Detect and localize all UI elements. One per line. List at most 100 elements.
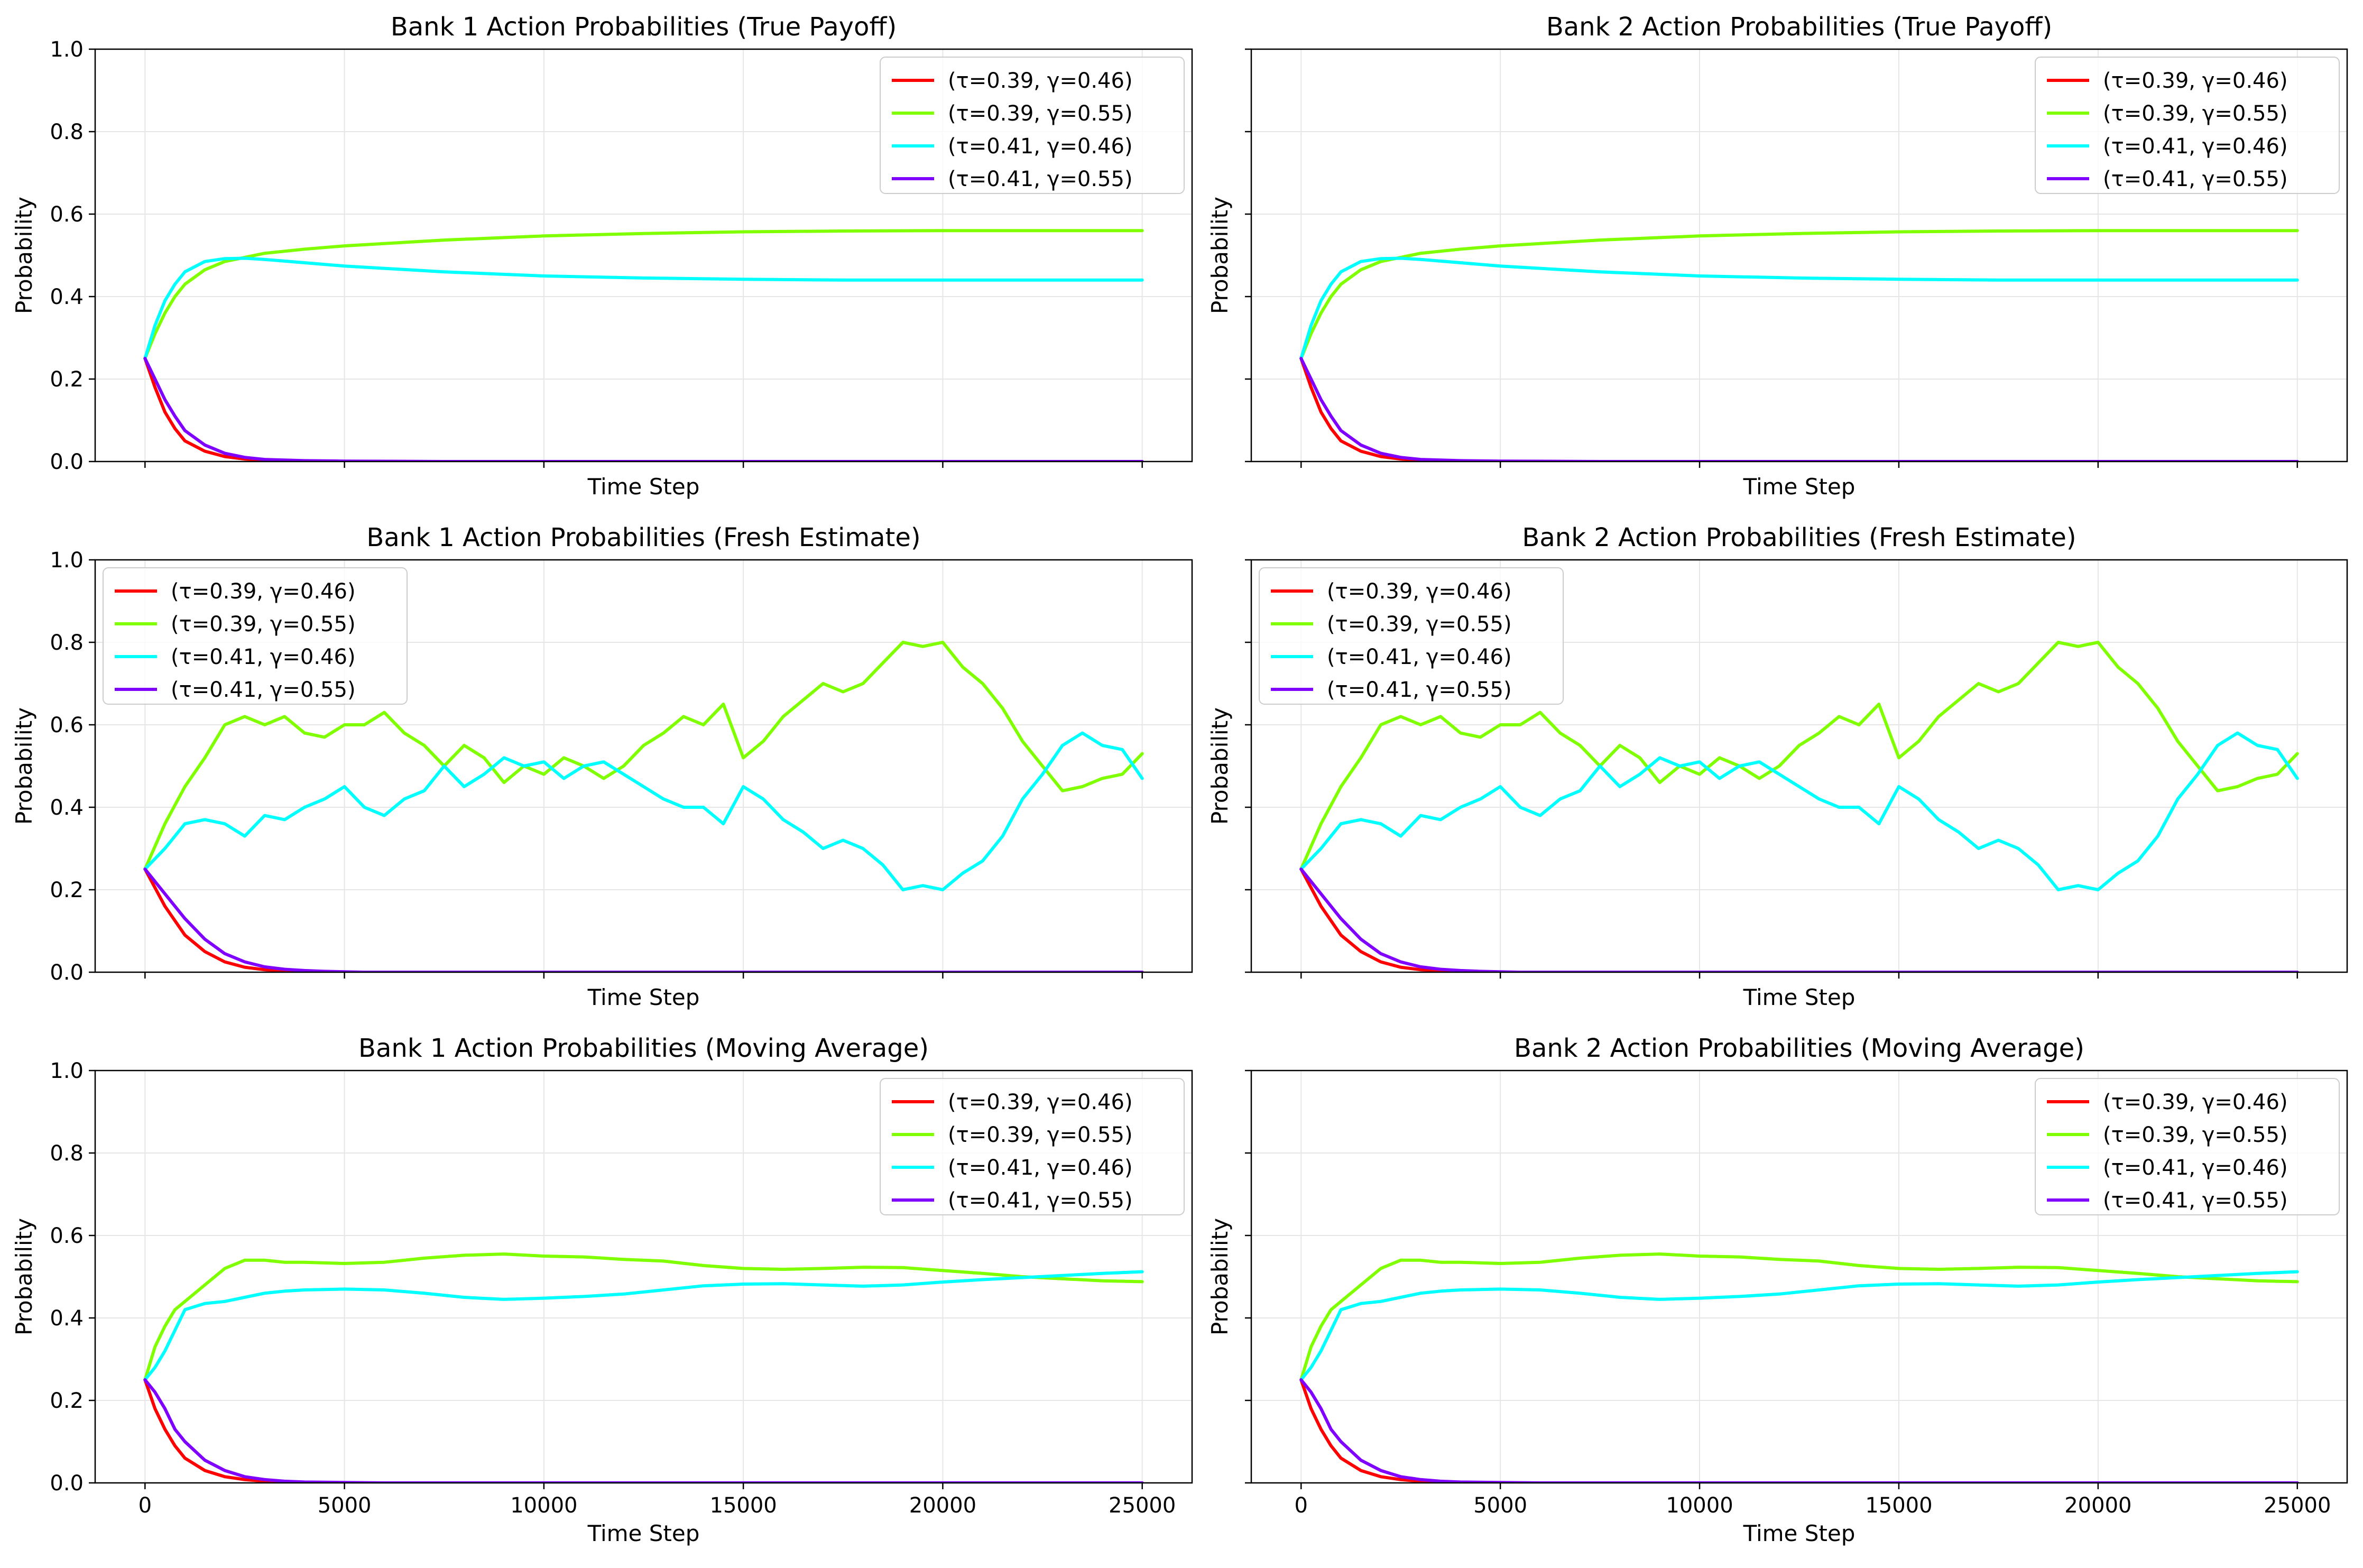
x-tick-label: 0 [1295, 1493, 1308, 1518]
panel-5: 0 5000 10000 15000 20000 25000 0.0 0.2 0.4 0.6 0.8… [11, 1034, 1193, 1546]
series-line-4 [143, 868, 1144, 972]
y-tick-label: 1.0 [50, 548, 84, 573]
series-line-4 [1299, 357, 2299, 462]
x-tick-label: 0 [139, 1493, 152, 1518]
x-axis-label: Time Step [587, 1520, 700, 1546]
x-tick-label: 20000 [2064, 1493, 2131, 1518]
legend-label: (τ=0.41, γ=0.55) [1327, 678, 1512, 702]
x-tick-label: 20000 [909, 1493, 976, 1518]
y-tick-label: 0.4 [50, 1306, 84, 1331]
series-lines [143, 1252, 1144, 1483]
panel-title: Bank 1 Action Probabilities (True Payoff… [391, 12, 897, 42]
y-tick-label: 1.0 [50, 1059, 84, 1083]
series-line-3 [143, 1270, 1144, 1381]
legend-label: (τ=0.39, γ=0.46) [2103, 69, 2288, 93]
y-tick-label: 0.8 [50, 1141, 84, 1166]
legend: (τ=0.39, γ=0.46) (τ=0.39, γ=0.55) (τ=0.41,… [2035, 1078, 2340, 1215]
legend-box [103, 567, 408, 705]
legend-label: (τ=0.41, γ=0.55) [2103, 167, 2288, 191]
legend-label: (τ=0.41, γ=0.46) [948, 134, 1133, 159]
x-tick-label: 15000 [1865, 1493, 1932, 1518]
legend-label: (τ=0.39, γ=0.55) [948, 102, 1133, 126]
x-axis-label: Time Step [1743, 1520, 1856, 1546]
panel-title: Bank 2 Action Probabilities (Moving Aver… [1514, 1034, 2084, 1063]
legend-box [880, 1078, 1185, 1215]
panel-6: 0 5000 10000 15000 20000 25000 Bank 2 Action P… [1207, 1034, 2348, 1546]
y-axis-label: Probability [1207, 197, 1233, 314]
panel-title: Bank 2 Action Probabilities (Fresh Estim… [1522, 523, 2076, 552]
legend-label: (τ=0.41, γ=0.55) [2103, 1188, 2288, 1213]
legend-label: (τ=0.41, γ=0.46) [171, 645, 356, 669]
y-tick-label: 0.2 [50, 1389, 84, 1413]
series-line-4 [1299, 1378, 2299, 1483]
y-axis-label: Probability [11, 707, 37, 825]
y-tick-label: 0.4 [50, 285, 84, 309]
legend-label: (τ=0.39, γ=0.55) [948, 1123, 1133, 1147]
x-tick-label: 25000 [2264, 1493, 2331, 1518]
x-tick-label: 10000 [1666, 1493, 1733, 1518]
series-line-4 [1299, 868, 2299, 972]
legend-label: (τ=0.41, γ=0.46) [948, 1156, 1133, 1180]
legend-box [1259, 567, 1564, 705]
series-line-1 [1299, 1378, 2299, 1483]
x-tick-label: 5000 [318, 1493, 372, 1518]
y-tick-label: 0.2 [50, 367, 84, 392]
series-line-2 [143, 229, 1144, 360]
legend-box [2035, 57, 2340, 194]
legend-label: (τ=0.41, γ=0.46) [2103, 134, 2288, 159]
series-line-1 [143, 1378, 1144, 1483]
legend-box [2035, 1078, 2340, 1215]
x-axis-label: Time Step [1743, 984, 1856, 1010]
panel-4: Bank 2 Action Probabilities (Fresh Estim… [1207, 523, 2348, 1010]
legend-box [880, 57, 1185, 194]
legend-label: (τ=0.39, γ=0.55) [1327, 612, 1512, 637]
axes-frame [1250, 559, 2348, 973]
panel-title: Bank 2 Action Probabilities (True Payoff… [1546, 12, 2052, 42]
series-line-2 [143, 1252, 1144, 1381]
panel-1: 0.0 0.2 0.4 0.6 0.8 1.0 Bank 1 Action Probabil… [11, 12, 1193, 500]
y-axis-label: Probability [11, 1218, 37, 1335]
panel-title: Bank 1 Action Probabilities (Moving Aver… [358, 1034, 929, 1063]
legend: (τ=0.39, γ=0.46) (τ=0.39, γ=0.55) (τ=0.41,… [880, 57, 1185, 194]
x-tick-label: 15000 [710, 1493, 777, 1518]
y-tick-label: 0.6 [50, 1224, 84, 1248]
y-tick-label: 0.8 [50, 631, 84, 655]
legend-label: (τ=0.39, γ=0.46) [948, 1090, 1133, 1114]
series-line-3 [143, 731, 1144, 891]
series-lines [1299, 1252, 2299, 1483]
legend-label: (τ=0.39, γ=0.55) [171, 612, 356, 637]
series-line-2 [1299, 1252, 2299, 1381]
panel-3: 0.0 0.2 0.4 0.6 0.8 1.0 Bank 1 Action Probabil… [11, 523, 1193, 1010]
series-line-2 [143, 641, 1144, 871]
y-tick-label: 0.4 [50, 796, 84, 820]
series-line-4 [143, 357, 1144, 462]
panel-title: Bank 1 Action Probabilities (Fresh Estim… [366, 523, 920, 552]
y-tick-label: 0.0 [50, 961, 84, 985]
legend-label: (τ=0.41, γ=0.55) [171, 678, 356, 702]
x-tick-label: 10000 [510, 1493, 577, 1518]
series-line-3 [143, 256, 1144, 360]
series-line-2 [1299, 641, 2299, 871]
legend-label: (τ=0.39, γ=0.46) [171, 579, 356, 604]
legend-label: (τ=0.41, γ=0.55) [948, 1188, 1133, 1213]
y-tick-label: 0.0 [50, 450, 84, 474]
y-axis-label: Probability [1207, 1218, 1233, 1335]
series-line-2 [1299, 229, 2299, 360]
x-tick-label: 5000 [1473, 1493, 1527, 1518]
series-line-3 [1299, 256, 2299, 360]
legend-label: (τ=0.39, γ=0.46) [1327, 579, 1512, 604]
y-tick-label: 0.0 [50, 1471, 84, 1496]
panel-2: Bank 2 Action Probabilities (True Payoff… [1207, 12, 2348, 500]
legend-label: (τ=0.39, γ=0.55) [2103, 102, 2288, 126]
y-tick-label: 0.2 [50, 878, 84, 902]
legend-label: (τ=0.39, γ=0.55) [2103, 1123, 2288, 1147]
legend: (τ=0.39, γ=0.46) (τ=0.39, γ=0.55) (τ=0.41,… [1259, 567, 1564, 705]
axes-frame [94, 48, 1193, 463]
axes-frame [1250, 1069, 2348, 1484]
y-tick-label: 0.8 [50, 120, 84, 144]
y-tick-label: 0.6 [50, 713, 84, 737]
axes-frame [94, 559, 1193, 973]
x-axis-label: Time Step [587, 984, 700, 1010]
series-line-3 [1299, 1270, 2299, 1381]
